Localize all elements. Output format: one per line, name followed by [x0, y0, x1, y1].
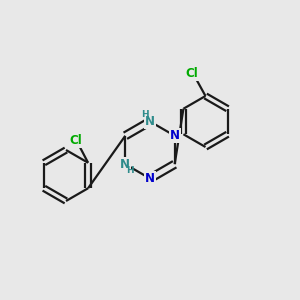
Text: Cl: Cl — [186, 67, 198, 80]
Text: N: N — [145, 115, 155, 128]
Text: N: N — [120, 158, 130, 171]
Text: H: H — [141, 110, 149, 119]
Text: Cl: Cl — [70, 134, 83, 147]
Text: N: N — [145, 172, 155, 185]
Text: H: H — [127, 166, 134, 175]
Text: N: N — [170, 129, 180, 142]
